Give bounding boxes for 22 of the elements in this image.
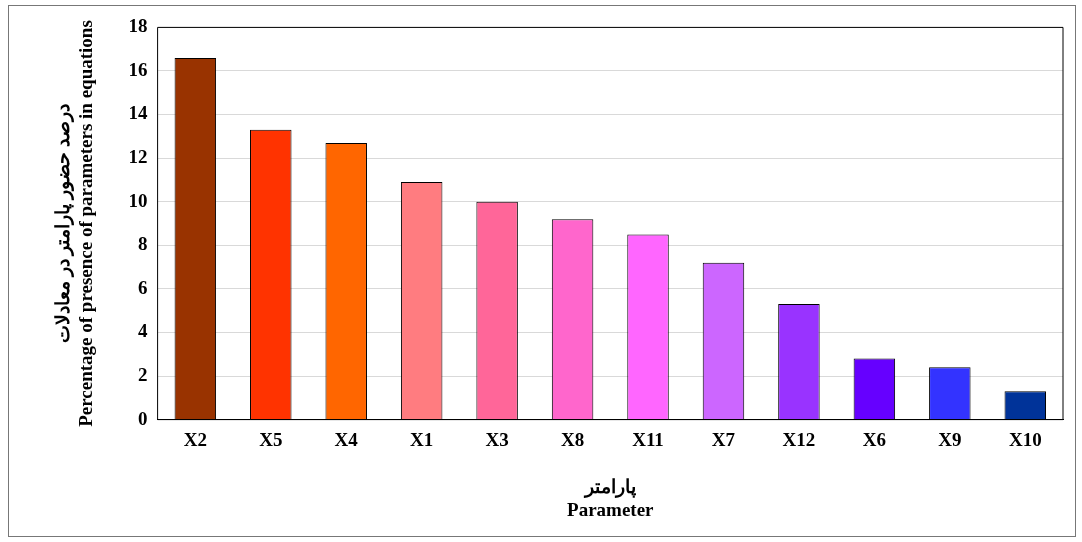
x-tick-label: X10 — [1008, 428, 1042, 450]
y-tick-label: 2 — [138, 363, 148, 385]
x-tick-label: X1 — [410, 428, 434, 450]
y-tick-label: 10 — [128, 189, 148, 211]
x-tick-label: X6 — [862, 428, 886, 450]
x-tick-label: X2 — [183, 428, 207, 450]
y-tick-label: 8 — [138, 233, 148, 255]
x-tick-label: X7 — [711, 428, 736, 450]
x-tick-label: X9 — [938, 428, 962, 450]
y-tick-label: 18 — [128, 15, 148, 37]
x-tick-label: X11 — [632, 428, 664, 450]
y-tick-label: 14 — [128, 102, 149, 124]
x-tick-label: X4 — [334, 428, 359, 450]
x-tick-label: X8 — [560, 428, 585, 450]
y-tick-label: 6 — [138, 276, 148, 298]
x-tick-label: X5 — [259, 428, 283, 450]
x-tick-label: X12 — [782, 428, 816, 450]
y-tick-label: 12 — [128, 146, 148, 168]
y-tick-label: 4 — [138, 320, 149, 342]
x-tick-label: X3 — [485, 428, 509, 450]
y-tick-label: 16 — [128, 58, 148, 80]
y-tick-label: 0 — [138, 407, 148, 429]
